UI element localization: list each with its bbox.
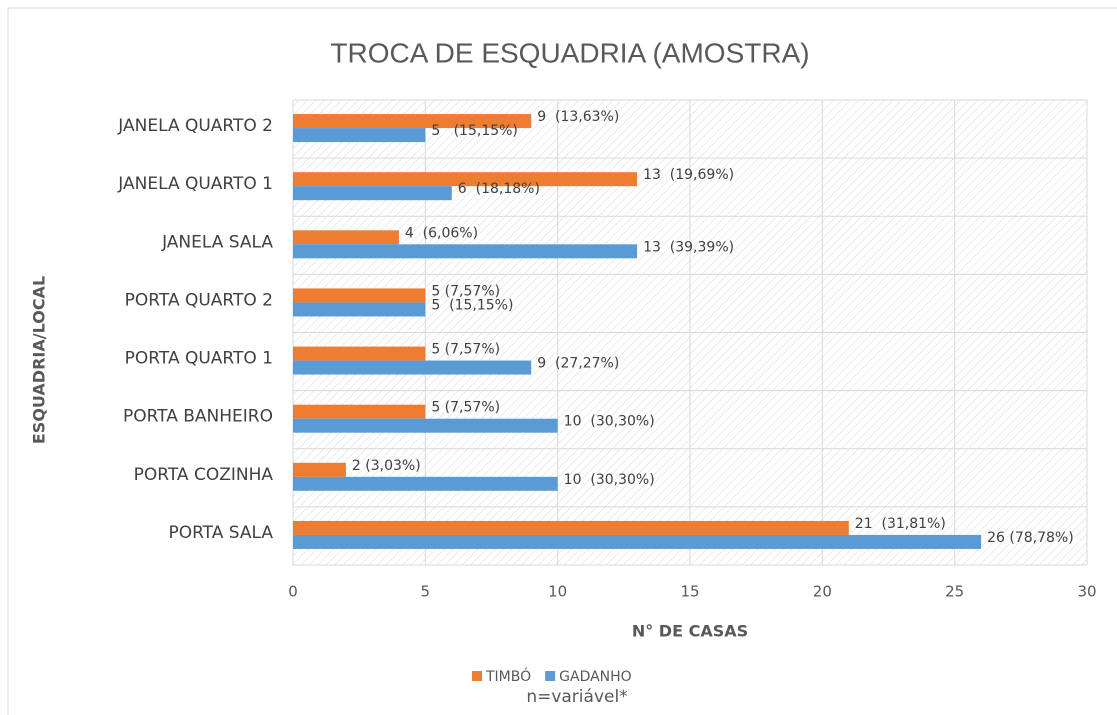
y-tick-label: JANELA SALA — [161, 232, 273, 252]
note: n=variável* — [526, 687, 627, 707]
legend-swatch — [545, 671, 556, 681]
x-tick-label: 30 — [1077, 583, 1096, 601]
data-label: 5 (15,15%) — [431, 297, 513, 313]
data-label: 6 (18,18%) — [458, 181, 540, 197]
data-label: 9 (13,63%) — [537, 109, 619, 125]
bar — [293, 404, 426, 419]
data-label: 5 (7,57%) — [431, 283, 500, 299]
data-label: 9 (27,27%) — [537, 356, 619, 372]
chart-title: TROCA DE ESQUADRIA (AMOSTRA) — [330, 37, 809, 68]
x-tick-label: 20 — [813, 583, 832, 601]
x-tick-label: 0 — [288, 583, 298, 601]
data-label: 2 (3,03%) — [352, 458, 421, 474]
bar — [293, 114, 532, 129]
x-axis-label: N° DE CASAS — [632, 622, 748, 641]
data-label: 5 (7,57%) — [431, 342, 500, 358]
y-tick-label: PORTA QUARTO 2 — [125, 290, 273, 310]
y-tick-label: PORTA QUARTO 1 — [125, 349, 273, 369]
legend-swatch — [472, 671, 482, 681]
y-tick-label: JANELA QUARTO 2 — [117, 116, 273, 136]
data-label: 10 (30,30%) — [564, 414, 655, 430]
bar — [293, 244, 638, 259]
data-label: 26 (78,78%) — [987, 530, 1074, 546]
bar — [293, 128, 426, 143]
bar — [293, 186, 452, 201]
legend-label: GADANHO — [559, 669, 632, 685]
bar — [293, 288, 426, 303]
y-axis-label: ESQUADRIA/LOCAL — [30, 276, 49, 444]
bar — [293, 476, 558, 491]
bar — [293, 230, 399, 245]
chart-border — [7, 7, 1117, 715]
bar — [293, 302, 426, 317]
y-tick-label: PORTA COZINHA — [134, 465, 274, 485]
legend-label: TIMBÓ — [485, 667, 531, 685]
y-tick-label: JANELA QUARTO 1 — [117, 174, 273, 194]
y-tick-label: PORTA BANHEIRO — [123, 407, 273, 427]
data-label: 10 (30,30%) — [564, 472, 655, 488]
data-label: 21 (31,81%) — [855, 516, 946, 532]
data-label: 5 (7,57%) — [431, 400, 500, 416]
bar — [293, 534, 982, 549]
bar — [293, 520, 849, 535]
y-tick-label: PORTA SALA — [168, 523, 273, 543]
x-tick-label: 10 — [548, 583, 567, 601]
bar — [293, 172, 638, 187]
x-tick-label: 15 — [680, 583, 699, 601]
bar — [293, 418, 558, 433]
data-label: 4 (6,06%) — [405, 225, 478, 241]
x-tick-label: 5 — [421, 583, 431, 601]
data-label: 5 (15,15%) — [431, 123, 518, 139]
bar — [293, 462, 346, 477]
data-label: 13 (19,69%) — [643, 167, 734, 183]
data-label: 13 (39,39%) — [643, 239, 734, 255]
x-tick-label: 25 — [945, 583, 964, 601]
bar — [293, 360, 532, 375]
bar — [293, 346, 426, 361]
